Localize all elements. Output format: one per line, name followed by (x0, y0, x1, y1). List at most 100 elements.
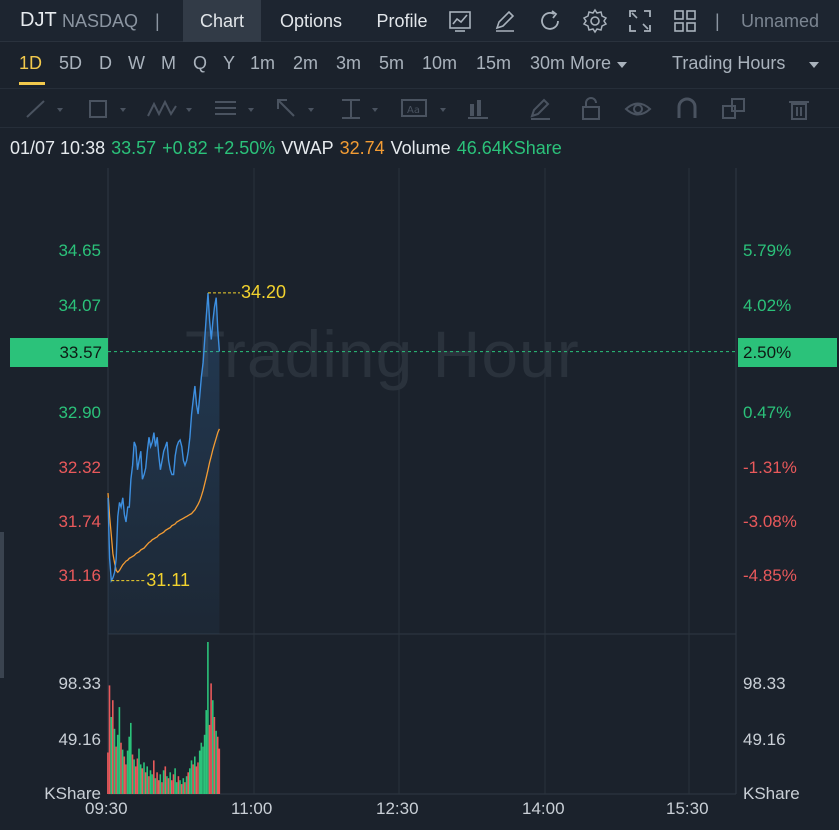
volume-bar (126, 750, 129, 794)
layout-name[interactable]: Unnamed (741, 11, 820, 31)
volume-bar (166, 776, 168, 794)
pattern-tool-icon[interactable] (146, 96, 194, 122)
ticker-symbol: DJT (20, 9, 57, 31)
price-chart[interactable]: Trading Hour 34.65 34.07 32.90 32.32 31.74 31… (0, 168, 839, 830)
volume-bar (141, 768, 144, 794)
candle-tool-icon[interactable] (466, 96, 490, 122)
price-line (107, 292, 221, 584)
price-axis-tick: 32.90 (58, 403, 101, 422)
period-y[interactable]: Y (223, 53, 236, 73)
volume-bar (112, 700, 114, 794)
vwap-value: 32.74 (339, 138, 385, 158)
panel-resize-handle[interactable] (0, 532, 4, 678)
period-15m[interactable]: 15m (476, 53, 512, 73)
volume-bar (218, 748, 221, 794)
exchange-name: NASDAQ (62, 11, 139, 31)
measure-tool-icon[interactable] (338, 96, 382, 122)
period-30m[interactable]: 30m (530, 53, 566, 73)
volume-bar (159, 774, 162, 794)
volume-bar (213, 717, 216, 794)
volume-bar (171, 780, 173, 794)
text-list-tool-icon[interactable] (212, 96, 256, 122)
chart-type-icon[interactable] (447, 8, 473, 34)
tab-options[interactable]: Options (279, 11, 343, 31)
volume-bar (195, 766, 198, 794)
volume-bar (192, 764, 194, 794)
draw-edit-icon[interactable] (492, 8, 518, 34)
trash-icon[interactable] (786, 96, 812, 122)
arrow-tool-icon[interactable] (274, 96, 318, 122)
current-price-tag: 33.57 (10, 337, 108, 367)
volume-bar (189, 768, 191, 794)
refresh-icon[interactable] (537, 8, 563, 34)
volume-axis-tick: 49.16 (58, 730, 101, 749)
volume-bar (121, 749, 124, 794)
copy-icon[interactable] (720, 96, 748, 122)
volume-bar (153, 760, 155, 794)
tab-chart[interactable]: Chart (183, 0, 261, 42)
volume-bar (175, 782, 178, 794)
lock-icon[interactable] (578, 96, 604, 122)
volume-bar (164, 766, 167, 794)
volume-bar (133, 759, 135, 794)
percent-axis-tick: -3.08% (743, 512, 797, 531)
time-axis-tick: 15:30 (666, 799, 709, 818)
period-2m[interactable]: 2m (293, 53, 319, 73)
period-1d[interactable]: 1D (19, 53, 43, 73)
fullscreen-icon[interactable] (627, 8, 653, 34)
quote-change-pct: +2.50% (213, 138, 276, 158)
volume-bar (200, 742, 203, 794)
drawing-toolbar: Aa (0, 88, 839, 128)
volume-bar (156, 772, 158, 794)
quote-price: 33.57 (111, 138, 157, 158)
volume-unit-label: KShare (44, 784, 101, 803)
volume-bar (169, 772, 171, 794)
period-q[interactable]: Q (193, 53, 208, 73)
period-5d[interactable]: 5D (59, 53, 83, 73)
volume-bar (139, 764, 142, 794)
volume-bar (172, 774, 175, 794)
rectangle-tool-icon[interactable] (86, 96, 128, 122)
percent-axis-tick: 4.02% (743, 296, 792, 315)
percent-axis-tick: 5.79% (743, 241, 792, 260)
period-w[interactable]: W (128, 53, 145, 73)
volume-bar (136, 758, 139, 794)
period-5m[interactable]: 5m (379, 53, 405, 73)
volume-bar (185, 776, 188, 794)
session-chevron-down-icon[interactable] (809, 62, 819, 68)
line-tool-icon[interactable] (24, 96, 64, 122)
settings-icon[interactable] (582, 8, 608, 34)
volume-bar (148, 776, 150, 794)
tab-profile[interactable]: Profile (376, 11, 428, 31)
period-more[interactable]: More (570, 53, 612, 73)
pen-tool-icon[interactable] (528, 96, 554, 122)
time-axis-tick: 09:30 (85, 799, 128, 818)
volume-bar (157, 780, 160, 794)
percent-axis-tick: -1.31% (743, 458, 797, 477)
volume-bar (202, 746, 204, 794)
volume-bar (208, 724, 211, 794)
price-axis-tick: 32.32 (58, 458, 101, 477)
eye-icon[interactable] (624, 96, 652, 122)
magnet-icon[interactable] (674, 96, 700, 122)
current-pct-tag: 2.50% (738, 337, 837, 367)
session-select[interactable]: Trading Hours (672, 53, 786, 73)
volume-bar (143, 762, 145, 794)
period-3m[interactable]: 3m (336, 53, 362, 73)
chart-watermark: Trading Hour (185, 317, 580, 391)
period-1m[interactable]: 1m (250, 53, 276, 73)
text-annotation-icon[interactable]: Aa (400, 96, 450, 122)
layout-grid-icon[interactable] (672, 8, 698, 34)
chevron-down-icon[interactable] (617, 62, 627, 68)
price-axis-tick: 34.07 (58, 296, 101, 315)
volume-bar (190, 760, 193, 794)
period-m[interactable]: M (161, 53, 176, 73)
volume-bar (167, 778, 170, 794)
volume-bar (162, 770, 165, 794)
header-separator: | (155, 11, 160, 31)
volume-bar (197, 762, 199, 794)
period-d[interactable]: D (99, 53, 112, 73)
time-axis-tick: 12:30 (376, 799, 419, 818)
period-10m[interactable]: 10m (422, 53, 458, 73)
volume-bar (210, 683, 212, 794)
